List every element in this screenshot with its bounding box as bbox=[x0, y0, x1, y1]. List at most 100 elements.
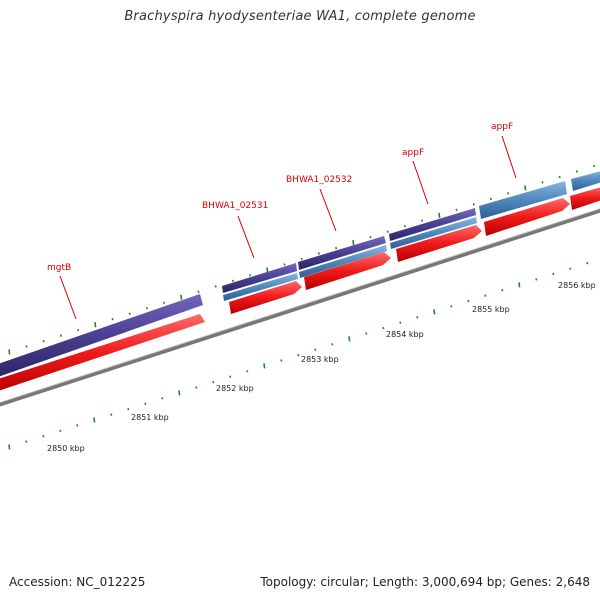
minor-tick bbox=[314, 348, 317, 351]
minor-tick bbox=[42, 339, 45, 343]
minor-tick bbox=[283, 263, 286, 266]
major-tick bbox=[348, 336, 351, 342]
gene-label-appF-2: appF bbox=[491, 122, 513, 132]
minor-tick bbox=[127, 407, 130, 411]
gene-bar-next[interactable] bbox=[571, 170, 600, 191]
minor-tick bbox=[593, 164, 596, 168]
minor-tick bbox=[403, 224, 406, 228]
minor-tick bbox=[501, 288, 504, 292]
leader-line-BHWA1_02531 bbox=[237, 215, 255, 259]
accession-text: Accession: NC_012225 bbox=[9, 575, 146, 589]
minor-tick bbox=[25, 345, 28, 348]
minor-tick bbox=[331, 343, 334, 346]
genome-summary-text: Topology: circular; Length: 3,000,694 bp… bbox=[260, 575, 590, 589]
minor-tick bbox=[455, 208, 458, 212]
minor-tick bbox=[586, 261, 589, 265]
minor-tick bbox=[450, 305, 453, 308]
minor-tick bbox=[365, 332, 368, 335]
minor-tick bbox=[575, 170, 578, 173]
gene-bar-appF-1[interactable] bbox=[389, 208, 476, 241]
minor-tick bbox=[552, 272, 555, 276]
minor-tick bbox=[421, 219, 424, 222]
minor-tick bbox=[507, 192, 510, 195]
major-tick bbox=[438, 212, 441, 218]
kbp-label: 2851 kbp bbox=[131, 413, 169, 422]
major-tick bbox=[524, 185, 527, 191]
minor-tick bbox=[489, 197, 492, 201]
minor-tick bbox=[399, 321, 402, 324]
minor-tick bbox=[197, 290, 200, 294]
minor-tick bbox=[214, 285, 217, 288]
minor-tick bbox=[535, 278, 538, 281]
kbp-label: 2854 kbp bbox=[386, 330, 424, 339]
kbp-label: 2855 kbp bbox=[472, 305, 510, 314]
genome-backbone bbox=[0, 208, 600, 407]
cds-arrow-appF-2[interactable] bbox=[484, 198, 570, 236]
gene-label-appF-1: appF bbox=[402, 148, 424, 158]
minor-tick bbox=[42, 434, 45, 438]
cds-arrow-BHWA1_02532[interactable] bbox=[304, 252, 391, 290]
gene-subbar-BHWA1_02531[interactable] bbox=[223, 273, 298, 301]
major-tick bbox=[8, 444, 11, 450]
major-tick bbox=[352, 240, 355, 246]
minor-tick bbox=[382, 326, 385, 330]
gene-bar-mgtB[interactable] bbox=[0, 294, 203, 378]
major-tick bbox=[433, 309, 436, 315]
minor-tick bbox=[317, 252, 320, 255]
gene-label-BHWA1_02531: BHWA1_02531 bbox=[202, 201, 268, 211]
minor-tick bbox=[472, 203, 475, 206]
minor-tick bbox=[335, 246, 338, 250]
major-tick bbox=[93, 417, 96, 423]
major-tick bbox=[180, 294, 183, 300]
cds-arrow-appF-1[interactable] bbox=[396, 225, 482, 262]
minor-tick bbox=[231, 279, 234, 283]
outer-tick-row bbox=[8, 164, 596, 355]
leader-line-appF-1 bbox=[412, 160, 429, 205]
minor-tick bbox=[145, 306, 148, 310]
major-tick bbox=[518, 282, 521, 288]
major-tick bbox=[266, 267, 269, 273]
minor-tick bbox=[128, 312, 131, 315]
minor-tick bbox=[111, 317, 114, 321]
minor-tick bbox=[300, 257, 303, 261]
minor-tick bbox=[76, 424, 79, 427]
minor-tick bbox=[558, 175, 561, 179]
minor-tick bbox=[386, 230, 389, 233]
kbp-label: 2856 kbp bbox=[558, 281, 596, 290]
minor-tick bbox=[25, 440, 28, 443]
minor-tick bbox=[144, 402, 147, 406]
major-tick bbox=[263, 363, 266, 369]
gene-bar-appF-2[interactable] bbox=[479, 181, 567, 219]
map-title: Brachyspira hyodysenteriae WA1, complete… bbox=[124, 9, 476, 24]
minor-tick bbox=[212, 380, 215, 384]
minor-tick bbox=[163, 301, 166, 305]
minor-tick bbox=[246, 370, 249, 373]
minor-tick bbox=[369, 235, 372, 239]
major-tick bbox=[8, 349, 11, 355]
cds-arrow-next[interactable] bbox=[570, 186, 600, 210]
minor-tick bbox=[484, 294, 487, 297]
minor-tick bbox=[467, 299, 470, 303]
major-tick bbox=[94, 322, 97, 328]
leader-line-BHWA1_02532 bbox=[319, 188, 337, 232]
minor-tick bbox=[161, 397, 164, 400]
minor-tick bbox=[195, 386, 198, 389]
genome-backbone-highlight bbox=[0, 208, 600, 403]
kbp-label: 2852 kbp bbox=[216, 384, 254, 393]
gene-subbar-BHWA1_02532[interactable] bbox=[299, 245, 387, 278]
cds-arrow-mgtB[interactable] bbox=[0, 314, 205, 392]
gene-label-mgtB: mgtB bbox=[47, 263, 71, 273]
gene-subbar-appF-1[interactable] bbox=[390, 217, 477, 249]
minor-tick bbox=[541, 181, 544, 184]
inner-tick-row bbox=[8, 261, 589, 450]
leader-line-appF-2 bbox=[501, 135, 517, 179]
minor-tick bbox=[280, 359, 283, 362]
cds-arrow-BHWA1_02531[interactable] bbox=[229, 281, 302, 314]
minor-tick bbox=[569, 267, 572, 270]
minor-tick bbox=[110, 413, 113, 416]
gene-bar-BHWA1_02532[interactable] bbox=[298, 236, 386, 270]
gene-bar-BHWA1_02531[interactable] bbox=[222, 263, 297, 293]
minor-tick bbox=[416, 316, 419, 319]
minor-tick bbox=[229, 375, 232, 378]
